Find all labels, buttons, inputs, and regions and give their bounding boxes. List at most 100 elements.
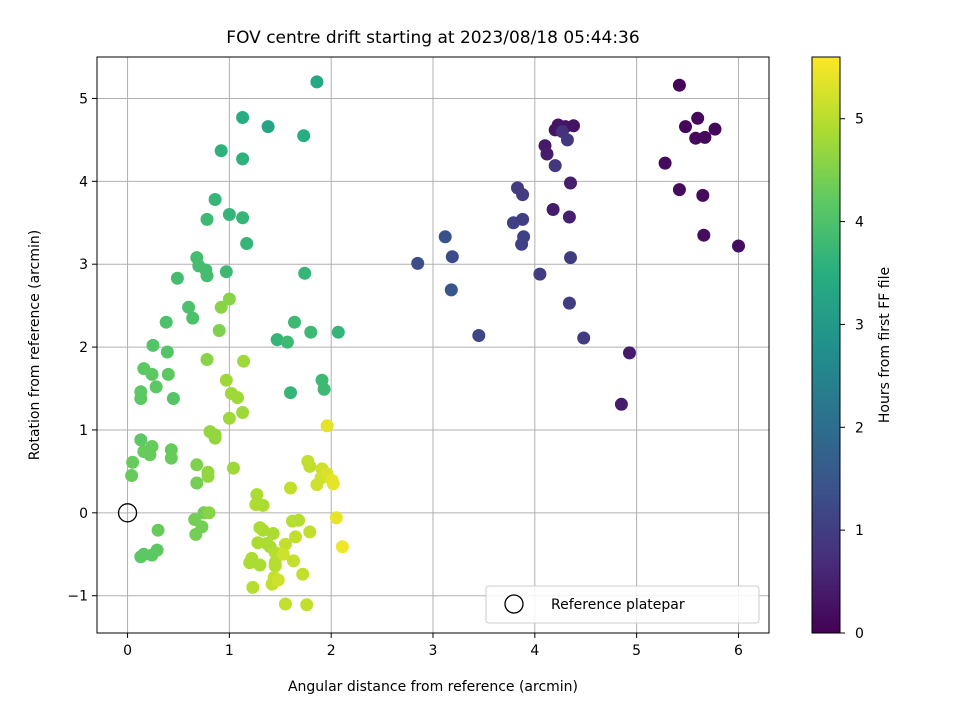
- data-point: [161, 367, 175, 381]
- legend: Reference platepar: [485, 585, 760, 624]
- y-axis-ticks: −1 0 1 2 3 4 5: [67, 91, 97, 605]
- colorbar-label: Hours from first FF file: [877, 267, 893, 423]
- data-point: [125, 469, 139, 482]
- data-point: [672, 183, 686, 197]
- x-tick-label: 3: [429, 643, 438, 659]
- data-point: [310, 75, 324, 89]
- chart-title: FOV centre drift starting at 2023/08/18 …: [226, 28, 639, 48]
- data-point: [253, 558, 267, 572]
- data-point: [708, 122, 722, 136]
- data-point: [292, 513, 306, 527]
- data-point: [208, 193, 222, 206]
- data-points: [125, 75, 745, 612]
- data-point: [278, 537, 292, 551]
- data-point: [288, 315, 301, 329]
- data-point: [280, 335, 294, 349]
- data-point: [189, 527, 203, 541]
- data-point: [231, 391, 244, 405]
- colorbar-ticks: 0 1 2 3 4 5: [840, 112, 864, 642]
- data-point: [226, 461, 240, 475]
- data-point: [560, 133, 574, 147]
- data-point: [562, 210, 576, 224]
- data-point: [214, 300, 228, 314]
- data-point: [317, 382, 331, 396]
- data-point: [143, 448, 157, 462]
- data-point: [268, 559, 282, 573]
- data-point: [200, 269, 214, 283]
- x-axis-ticks: 0 1 2 3 4 5 6: [123, 633, 743, 659]
- data-point: [284, 481, 297, 495]
- data-point: [298, 266, 312, 280]
- data-point: [145, 367, 159, 381]
- colorbar-tick-label: 4: [855, 215, 864, 231]
- data-point: [212, 324, 226, 337]
- data-point: [614, 397, 628, 411]
- data-point: [516, 188, 530, 202]
- x-tick-label: 6: [734, 643, 743, 659]
- data-point: [658, 156, 672, 170]
- data-point: [697, 228, 711, 242]
- data-point: [548, 159, 562, 173]
- data-point: [190, 476, 204, 490]
- y-tick-label: 1: [79, 423, 88, 439]
- data-point: [303, 525, 317, 539]
- data-point: [300, 598, 314, 612]
- data-point: [237, 354, 251, 368]
- data-point: [304, 325, 318, 339]
- data-point: [516, 212, 530, 226]
- data-point: [303, 459, 317, 473]
- data-point: [270, 333, 284, 347]
- data-point: [134, 433, 148, 447]
- data-point: [732, 239, 745, 253]
- data-point: [236, 152, 250, 166]
- data-point: [190, 458, 204, 472]
- legend-label: Reference platepar: [551, 597, 685, 613]
- data-point: [256, 498, 270, 512]
- data-point: [297, 129, 311, 143]
- data-point: [160, 345, 174, 359]
- data-point: [236, 406, 250, 419]
- data-point: [411, 256, 425, 270]
- colorbar-tick-label: 1: [855, 523, 864, 539]
- y-axis-label: Rotation from reference (arcmin): [27, 230, 43, 460]
- data-point: [246, 580, 260, 594]
- data-point: [170, 271, 184, 285]
- data-point: [320, 419, 334, 433]
- data-point: [222, 208, 236, 221]
- data-point: [276, 547, 290, 561]
- data-point: [691, 111, 705, 125]
- x-tick-label: 1: [225, 643, 234, 659]
- y-tick-label: 4: [79, 174, 88, 190]
- data-point: [214, 144, 228, 158]
- data-point: [472, 329, 486, 342]
- data-point: [329, 511, 343, 525]
- colorbar-tick-label: 3: [855, 317, 864, 333]
- data-point: [164, 451, 178, 465]
- data-point: [284, 386, 297, 400]
- data-point: [201, 465, 215, 479]
- data-point: [271, 573, 285, 587]
- y-tick-label: −1: [67, 589, 88, 605]
- data-point: [540, 147, 554, 161]
- data-point: [679, 120, 692, 134]
- data-point: [672, 78, 686, 92]
- plot-area: [96, 56, 770, 634]
- data-point: [698, 130, 712, 144]
- data-point: [533, 267, 547, 281]
- legend-box: [485, 585, 760, 624]
- y-tick-label: 0: [79, 506, 88, 522]
- data-point: [166, 392, 180, 405]
- y-tick-label: 2: [79, 340, 88, 356]
- data-point: [623, 346, 636, 360]
- data-point: [564, 176, 577, 190]
- x-axis-label: Angular distance from reference (arcmin): [288, 679, 578, 695]
- data-point: [326, 477, 340, 491]
- x-tick-label: 4: [530, 643, 539, 659]
- data-point: [240, 237, 254, 250]
- data-point: [236, 211, 250, 225]
- data-point: [151, 523, 165, 537]
- data-point: [200, 353, 214, 366]
- data-point: [182, 300, 196, 314]
- colorbar-tick-label: 5: [855, 112, 864, 128]
